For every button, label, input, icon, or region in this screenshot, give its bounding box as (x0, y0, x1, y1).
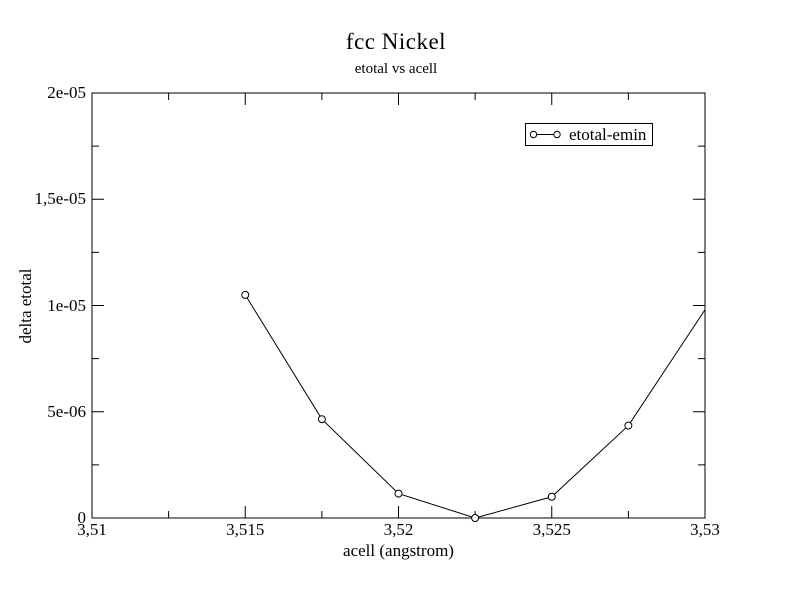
y-tick-label: 5e-06 (47, 401, 86, 421)
x-tick-label: 3,515 (226, 520, 265, 539)
y-tick-label: 1,5e-05 (34, 189, 86, 209)
data-point-marker (624, 421, 633, 430)
data-point-marker (317, 415, 326, 424)
y-tick-label: 2e-05 (47, 83, 86, 102)
plot-frame (91, 92, 706, 519)
data-point-marker (547, 492, 556, 501)
y-tick-label: 1e-05 (47, 295, 86, 315)
y-tick-label: 0 (77, 508, 87, 527)
chart-title: fcc Nickel (345, 29, 447, 54)
data-point-marker (471, 514, 480, 522)
x-tick-label: 3,525 (532, 520, 571, 539)
x-tick-label: 3,51 (77, 520, 107, 539)
legend-label: etotal-emin (569, 124, 647, 144)
x-tick-label: 3,52 (383, 520, 414, 539)
data-point-marker (241, 290, 250, 299)
data-series-line (244, 294, 706, 519)
data-point-marker (394, 489, 403, 498)
legend: etotal-emin (525, 123, 653, 146)
legend-line-marker-icon (529, 130, 561, 139)
chart-subtitle: etotal vs acell (354, 61, 438, 77)
x-axis-label: acell (angstrom) (343, 541, 454, 560)
x-tick-label: 3,53 (690, 520, 720, 539)
